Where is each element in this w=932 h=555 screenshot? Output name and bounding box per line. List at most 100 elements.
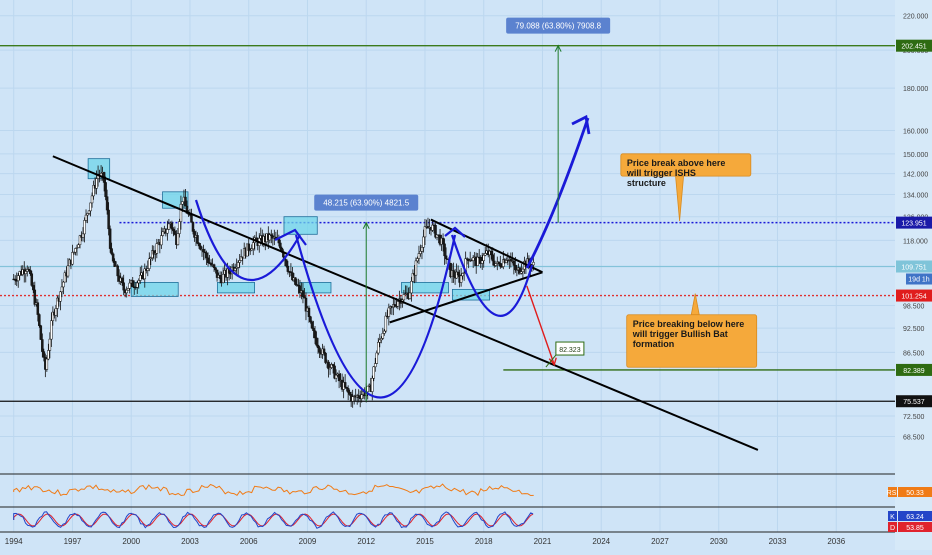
candle-body [54, 308, 58, 316]
y-tick-label: 180.000 [903, 86, 928, 93]
candle-body [81, 233, 85, 238]
candle-body [77, 244, 80, 248]
candle-body [351, 396, 354, 402]
candle-body [214, 267, 217, 271]
candle-body [32, 285, 35, 291]
candle-body [381, 333, 385, 339]
x-tick-label: 2024 [592, 537, 610, 546]
candle-body [125, 289, 128, 294]
candle-body [417, 253, 421, 259]
candle-body [456, 271, 460, 276]
candle-body [90, 195, 94, 204]
x-tick-label: 2030 [710, 537, 728, 546]
price-label: 101.254 [901, 294, 926, 301]
candle-body [16, 275, 20, 281]
candle-body [104, 182, 107, 197]
candle-body [331, 364, 335, 367]
candle-body [313, 330, 317, 339]
y-tick-label: 86.500 [903, 350, 925, 357]
candle-body [218, 275, 222, 279]
candle-body [236, 262, 240, 268]
measure-arrowhead [554, 44, 562, 52]
candle-body [480, 260, 484, 264]
candle-body [78, 235, 82, 245]
candle-body [181, 201, 184, 205]
candle-body [126, 288, 130, 291]
candle-body [47, 350, 50, 360]
pattern-box [130, 282, 179, 297]
x-tick-label: 2003 [181, 537, 199, 546]
candle-body [304, 297, 308, 312]
price-label: 202.451 [901, 44, 926, 51]
candle-body [378, 339, 382, 343]
candle-body [435, 234, 439, 238]
candle-body [333, 365, 336, 379]
candle-body [459, 275, 463, 283]
candle-body [30, 273, 34, 286]
candle-body [493, 260, 496, 266]
candle-body [172, 228, 175, 232]
candle-body [461, 273, 464, 277]
x-tick-label: 2009 [299, 537, 317, 546]
candle-body [152, 250, 156, 255]
candle-body [518, 267, 522, 274]
x-tick-label: 2000 [122, 537, 140, 546]
price-label-box [896, 216, 932, 229]
bat-projection-arrow [526, 285, 555, 365]
candle-body [431, 224, 434, 231]
candle-body [62, 281, 65, 288]
candle-body [146, 268, 150, 271]
pattern-box [401, 282, 449, 294]
candle-body [515, 269, 519, 271]
candle-body [63, 272, 67, 283]
candle-body [423, 226, 427, 238]
candle-body [13, 278, 17, 281]
price-label: 123.951 [901, 221, 926, 228]
candle-body [328, 367, 332, 370]
candle-body [56, 297, 59, 309]
candle-body [291, 272, 294, 281]
candle-body [39, 325, 43, 340]
candle-body [408, 292, 412, 299]
candle-body [491, 254, 495, 262]
candle-body [205, 252, 208, 259]
y-tick-label: 220.000 [903, 14, 928, 21]
candle-body [86, 213, 89, 216]
candle-body [520, 271, 523, 274]
measure-arrowhead [362, 221, 370, 229]
x-tick-label: 2021 [534, 537, 552, 546]
candle-body [502, 259, 505, 267]
indicator-value-box [898, 487, 932, 497]
candle-body [137, 280, 140, 284]
candle-body [197, 243, 201, 247]
candle-body [239, 256, 243, 261]
candle-body [404, 293, 407, 295]
candle-body [221, 274, 225, 283]
candle-body [310, 321, 314, 329]
candle-body [467, 258, 470, 261]
candle-body [301, 290, 305, 297]
candle-body [471, 257, 475, 261]
candle-body [50, 320, 53, 340]
candle-body [322, 348, 326, 354]
candle-body [343, 382, 347, 388]
candle-body [268, 234, 272, 241]
candle-body [490, 250, 493, 255]
candle-body [173, 230, 177, 235]
price-label-box [896, 260, 932, 273]
candle-body [250, 248, 253, 251]
candle-body [206, 257, 210, 263]
candle-body [139, 275, 142, 281]
indicator-name: D [890, 525, 895, 532]
candle-body [155, 243, 159, 254]
candle-body [199, 245, 202, 250]
candle-body [75, 247, 79, 249]
y-tick-label: 118.000 [903, 238, 928, 245]
candle-body [345, 386, 348, 389]
candle-body [87, 210, 91, 214]
candle-body [375, 352, 379, 364]
candle-body [482, 254, 485, 261]
candle-body [509, 259, 513, 262]
